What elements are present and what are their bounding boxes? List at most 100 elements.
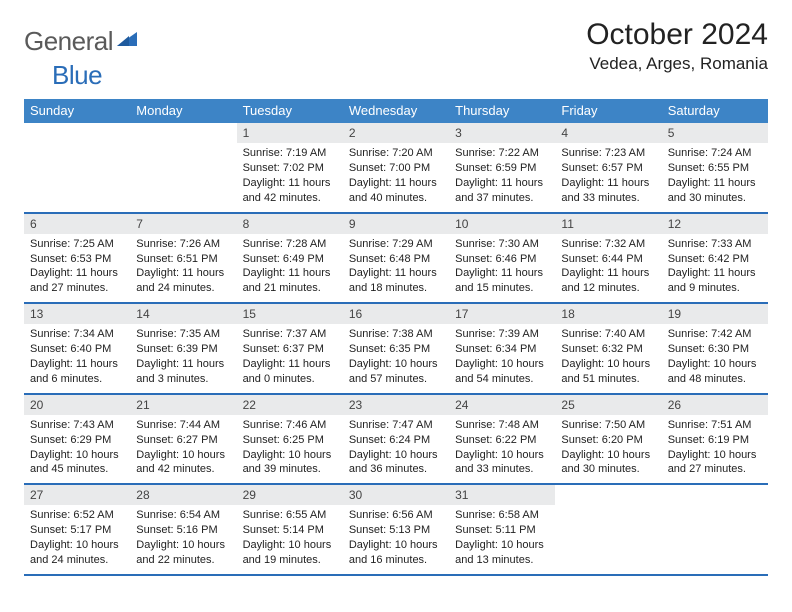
daylight-line: Daylight: 10 hours and 42 minutes.: [136, 448, 230, 478]
day-body: Sunrise: 6:54 AMSunset: 5:16 PMDaylight:…: [130, 505, 236, 573]
day-cell: 21Sunrise: 7:44 AMSunset: 6:27 PMDayligh…: [130, 395, 236, 484]
sunrise-line: Sunrise: 7:51 AM: [668, 418, 762, 433]
sunset-line: Sunset: 6:49 PM: [243, 252, 337, 267]
sunrise-line: Sunrise: 7:39 AM: [455, 327, 549, 342]
day-cell: 25Sunrise: 7:50 AMSunset: 6:20 PMDayligh…: [555, 395, 661, 484]
day-cell: 4Sunrise: 7:23 AMSunset: 6:57 PMDaylight…: [555, 123, 661, 212]
sunset-line: Sunset: 6:48 PM: [349, 252, 443, 267]
sunset-line: Sunset: 7:00 PM: [349, 161, 443, 176]
day-body: Sunrise: 7:24 AMSunset: 6:55 PMDaylight:…: [662, 143, 768, 211]
sunrise-line: Sunrise: 7:34 AM: [30, 327, 124, 342]
sunrise-line: Sunrise: 7:38 AM: [349, 327, 443, 342]
sunset-line: Sunset: 6:34 PM: [455, 342, 549, 357]
sunset-line: Sunset: 5:11 PM: [455, 523, 549, 538]
sunset-line: Sunset: 6:20 PM: [561, 433, 655, 448]
day-body: Sunrise: 6:55 AMSunset: 5:14 PMDaylight:…: [237, 505, 343, 573]
day-cell: 12Sunrise: 7:33 AMSunset: 6:42 PMDayligh…: [662, 214, 768, 303]
day-number: 9: [343, 214, 449, 234]
daylight-line: Daylight: 11 hours and 9 minutes.: [668, 266, 762, 296]
sunset-line: Sunset: 5:16 PM: [136, 523, 230, 538]
daylight-line: Daylight: 10 hours and 39 minutes.: [243, 448, 337, 478]
day-number: 1: [237, 123, 343, 143]
daylight-line: Daylight: 11 hours and 0 minutes.: [243, 357, 337, 387]
day-body: Sunrise: 7:43 AMSunset: 6:29 PMDaylight:…: [24, 415, 130, 483]
day-body: Sunrise: 7:25 AMSunset: 6:53 PMDaylight:…: [24, 234, 130, 302]
sunset-line: Sunset: 6:53 PM: [30, 252, 124, 267]
day-body: Sunrise: 7:51 AMSunset: 6:19 PMDaylight:…: [662, 415, 768, 483]
sunrise-line: Sunrise: 7:23 AM: [561, 146, 655, 161]
day-number: 18: [555, 304, 661, 324]
day-number: 25: [555, 395, 661, 415]
sunrise-line: Sunrise: 7:48 AM: [455, 418, 549, 433]
day-cell: 6Sunrise: 7:25 AMSunset: 6:53 PMDaylight…: [24, 214, 130, 303]
day-body: Sunrise: 7:20 AMSunset: 7:00 PMDaylight:…: [343, 143, 449, 211]
day-cell: 27Sunrise: 6:52 AMSunset: 5:17 PMDayligh…: [24, 485, 130, 574]
day-cell: 8Sunrise: 7:28 AMSunset: 6:49 PMDaylight…: [237, 214, 343, 303]
daylight-line: Daylight: 11 hours and 30 minutes.: [668, 176, 762, 206]
sunrise-line: Sunrise: 7:43 AM: [30, 418, 124, 433]
weekday-header: Thursday: [449, 99, 555, 123]
daylight-line: Daylight: 11 hours and 18 minutes.: [349, 266, 443, 296]
daylight-line: Daylight: 11 hours and 3 minutes.: [136, 357, 230, 387]
daylight-line: Daylight: 11 hours and 21 minutes.: [243, 266, 337, 296]
day-cell: 31Sunrise: 6:58 AMSunset: 5:11 PMDayligh…: [449, 485, 555, 574]
daylight-line: Daylight: 11 hours and 6 minutes.: [30, 357, 124, 387]
sunrise-line: Sunrise: 7:22 AM: [455, 146, 549, 161]
sunrise-line: Sunrise: 7:44 AM: [136, 418, 230, 433]
day-cell: 18Sunrise: 7:40 AMSunset: 6:32 PMDayligh…: [555, 304, 661, 393]
day-body: Sunrise: 7:22 AMSunset: 6:59 PMDaylight:…: [449, 143, 555, 211]
day-number: 21: [130, 395, 236, 415]
month-title: October 2024: [586, 18, 768, 52]
day-body: Sunrise: 7:19 AMSunset: 7:02 PMDaylight:…: [237, 143, 343, 211]
day-cell: 28Sunrise: 6:54 AMSunset: 5:16 PMDayligh…: [130, 485, 236, 574]
sunset-line: Sunset: 6:42 PM: [668, 252, 762, 267]
day-cell: 3Sunrise: 7:22 AMSunset: 6:59 PMDaylight…: [449, 123, 555, 212]
day-number: 10: [449, 214, 555, 234]
daylight-line: Daylight: 11 hours and 27 minutes.: [30, 266, 124, 296]
daylight-line: Daylight: 11 hours and 15 minutes.: [455, 266, 549, 296]
daylight-line: Daylight: 11 hours and 40 minutes.: [349, 176, 443, 206]
day-number: 8: [237, 214, 343, 234]
sunset-line: Sunset: 6:57 PM: [561, 161, 655, 176]
week-row: 20Sunrise: 7:43 AMSunset: 6:29 PMDayligh…: [24, 395, 768, 486]
sunrise-line: Sunrise: 6:56 AM: [349, 508, 443, 523]
day-number: 14: [130, 304, 236, 324]
day-body: Sunrise: 6:56 AMSunset: 5:13 PMDaylight:…: [343, 505, 449, 573]
day-cell: 5Sunrise: 7:24 AMSunset: 6:55 PMDaylight…: [662, 123, 768, 212]
day-body: Sunrise: 6:58 AMSunset: 5:11 PMDaylight:…: [449, 505, 555, 573]
daylight-line: Daylight: 11 hours and 24 minutes.: [136, 266, 230, 296]
sunset-line: Sunset: 6:44 PM: [561, 252, 655, 267]
daylight-line: Daylight: 10 hours and 51 minutes.: [561, 357, 655, 387]
sunset-line: Sunset: 6:46 PM: [455, 252, 549, 267]
sunset-line: Sunset: 6:35 PM: [349, 342, 443, 357]
sunrise-line: Sunrise: 7:29 AM: [349, 237, 443, 252]
daylight-line: Daylight: 10 hours and 48 minutes.: [668, 357, 762, 387]
day-number: 28: [130, 485, 236, 505]
day-cell: 2Sunrise: 7:20 AMSunset: 7:00 PMDaylight…: [343, 123, 449, 212]
day-body: Sunrise: 7:42 AMSunset: 6:30 PMDaylight:…: [662, 324, 768, 392]
week-row: 1Sunrise: 7:19 AMSunset: 7:02 PMDaylight…: [24, 123, 768, 214]
day-cell: 7Sunrise: 7:26 AMSunset: 6:51 PMDaylight…: [130, 214, 236, 303]
day-number: 12: [662, 214, 768, 234]
day-body: Sunrise: 7:28 AMSunset: 6:49 PMDaylight:…: [237, 234, 343, 302]
weekday-header: Sunday: [24, 99, 130, 123]
location: Vedea, Arges, Romania: [586, 54, 768, 74]
daylight-line: Daylight: 10 hours and 45 minutes.: [30, 448, 124, 478]
day-cell: 19Sunrise: 7:42 AMSunset: 6:30 PMDayligh…: [662, 304, 768, 393]
day-body: Sunrise: 7:35 AMSunset: 6:39 PMDaylight:…: [130, 324, 236, 392]
daylight-line: Daylight: 10 hours and 13 minutes.: [455, 538, 549, 568]
sunrise-line: Sunrise: 7:26 AM: [136, 237, 230, 252]
daylight-line: Daylight: 10 hours and 57 minutes.: [349, 357, 443, 387]
day-cell: 26Sunrise: 7:51 AMSunset: 6:19 PMDayligh…: [662, 395, 768, 484]
sunrise-line: Sunrise: 6:55 AM: [243, 508, 337, 523]
weekday-header: Monday: [130, 99, 236, 123]
day-number: 17: [449, 304, 555, 324]
day-number: 23: [343, 395, 449, 415]
daylight-line: Daylight: 10 hours and 36 minutes.: [349, 448, 443, 478]
day-number: 7: [130, 214, 236, 234]
sunset-line: Sunset: 5:14 PM: [243, 523, 337, 538]
day-body: Sunrise: 7:30 AMSunset: 6:46 PMDaylight:…: [449, 234, 555, 302]
sunset-line: Sunset: 6:25 PM: [243, 433, 337, 448]
daylight-line: Daylight: 11 hours and 12 minutes.: [561, 266, 655, 296]
day-body: Sunrise: 7:50 AMSunset: 6:20 PMDaylight:…: [555, 415, 661, 483]
